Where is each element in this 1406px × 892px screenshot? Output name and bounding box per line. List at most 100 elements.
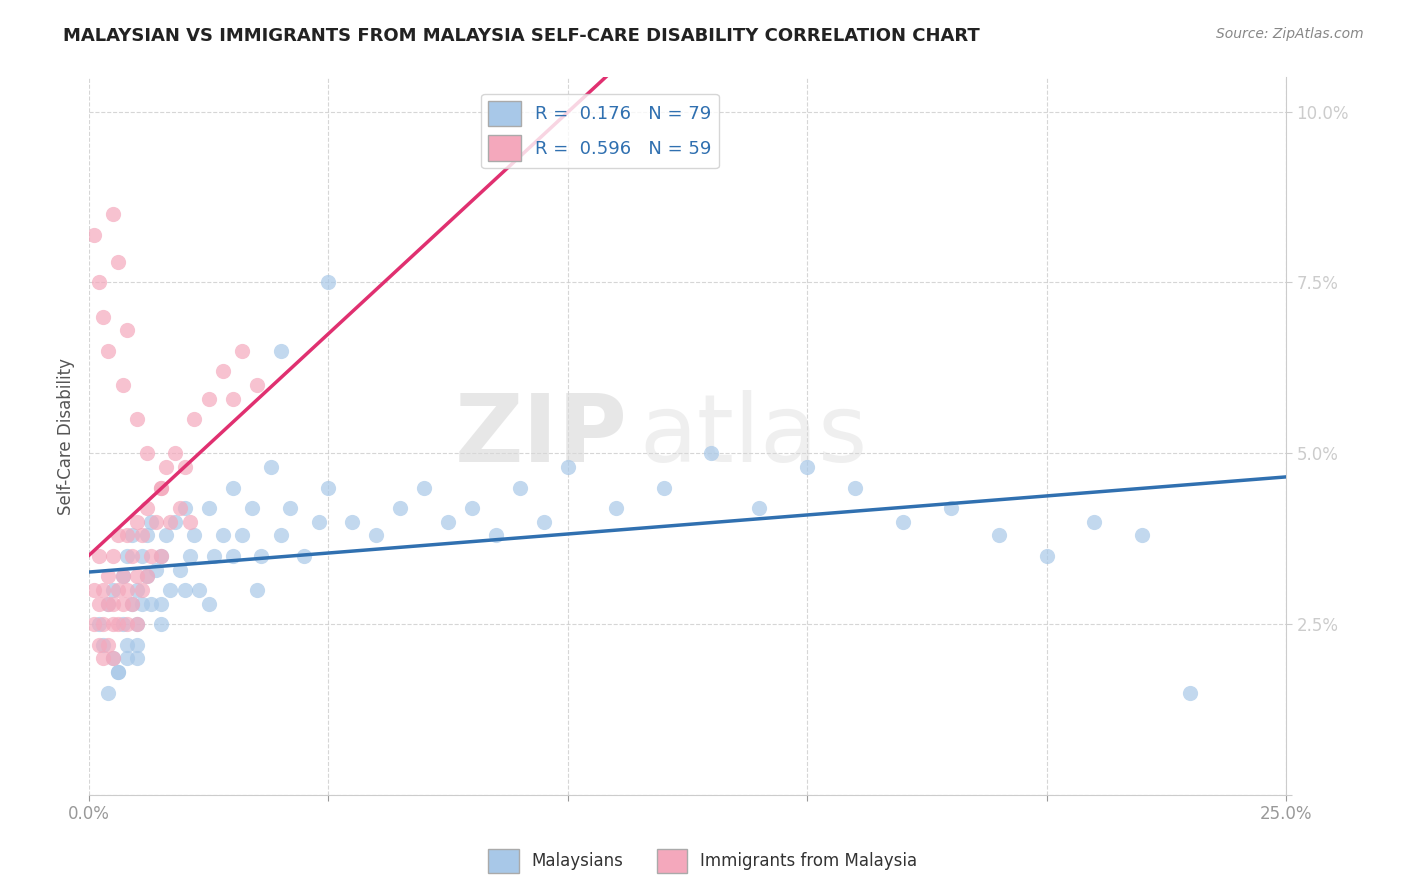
Point [221,549,243,563]
Point [117,651,139,665]
Point [93,582,115,597]
Point [169,501,191,516]
Legend: Malaysians, Immigrants from Malaysia: Malaysians, Immigrants from Malaysia [482,842,924,880]
Point [188,582,211,597]
Point [83,227,105,242]
Point [87,638,110,652]
Point [796,460,818,475]
Point [270,528,292,542]
Point [141,549,163,563]
Point [107,255,129,269]
Point [125,651,148,665]
Point [131,549,153,563]
Point [97,597,120,611]
Text: MALAYSIAN VS IMMIGRANTS FROM MALAYSIA SELF-CARE DISABILITY CORRELATION CHART: MALAYSIAN VS IMMIGRANTS FROM MALAYSIA SE… [63,27,980,45]
Point [173,582,195,597]
Text: ZIP: ZIP [454,391,627,483]
Point [700,446,723,460]
Point [318,276,340,290]
Point [197,392,219,406]
Point [159,515,181,529]
Legend: R =  0.176   N = 79, R =  0.596   N = 59: R = 0.176 N = 79, R = 0.596 N = 59 [481,94,718,169]
Point [121,597,143,611]
Point [165,515,187,529]
Point [135,569,157,583]
Point [87,597,110,611]
Point [149,617,172,632]
Point [107,617,129,632]
Point [437,515,460,529]
Point [125,617,148,632]
Point [97,638,120,652]
Point [1035,549,1057,563]
Point [135,446,157,460]
Point [145,562,167,576]
Point [83,582,105,597]
Point [121,528,143,542]
Point [111,617,134,632]
Point [111,569,134,583]
Point [135,528,157,542]
Point [93,617,115,632]
Point [485,528,508,542]
Point [149,481,172,495]
Point [101,651,124,665]
Point [135,501,157,516]
Point [246,378,269,392]
Point [1083,515,1105,529]
Point [533,515,555,529]
Point [318,481,340,495]
Point [97,597,120,611]
Point [165,446,187,460]
Y-axis label: Self-Care Disability: Self-Care Disability [58,358,75,515]
Point [179,549,201,563]
Point [260,460,283,475]
Point [557,460,579,475]
Point [125,412,148,426]
Point [93,638,115,652]
Point [111,597,134,611]
Point [183,528,205,542]
Point [111,378,134,392]
Point [231,528,253,542]
Point [117,528,139,542]
Point [987,528,1010,542]
Point [169,562,191,576]
Point [389,501,412,516]
Point [101,617,124,632]
Point [107,528,129,542]
Point [87,549,110,563]
Point [231,343,253,358]
Point [131,582,153,597]
Point [173,460,195,475]
Point [111,569,134,583]
Point [101,207,124,221]
Point [413,481,436,495]
Point [135,569,157,583]
Point [83,617,105,632]
Point [125,582,148,597]
Point [202,549,225,563]
Point [844,481,866,495]
Point [117,617,139,632]
Point [149,549,172,563]
Point [183,412,205,426]
Point [294,549,316,563]
Point [149,481,172,495]
Point [342,515,364,529]
Point [155,528,177,542]
Point [101,651,124,665]
Point [117,582,139,597]
Point [221,481,243,495]
Point [101,582,124,597]
Point [748,501,770,516]
Point [173,501,195,516]
Point [250,549,273,563]
Point [107,665,129,679]
Text: atlas: atlas [640,391,868,483]
Point [97,569,120,583]
Point [141,515,163,529]
Point [246,582,269,597]
Point [212,528,235,542]
Point [939,501,962,516]
